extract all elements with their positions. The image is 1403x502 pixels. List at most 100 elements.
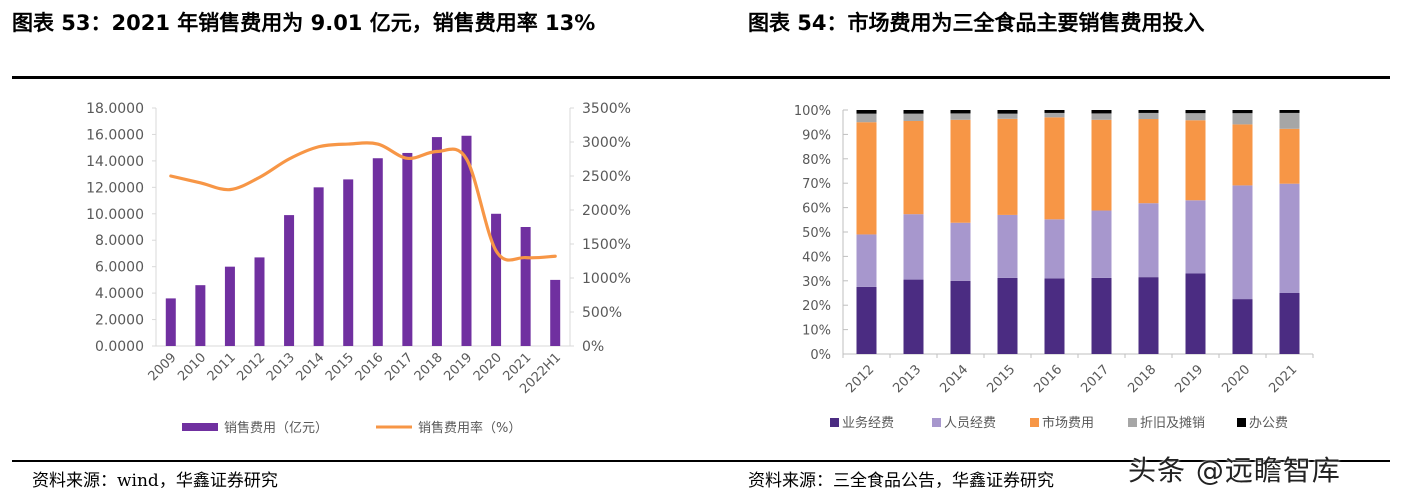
segment-2016-折旧及摊销 <box>1044 112 1065 118</box>
right-y-axis: 0% 500% 1000% 1500% 2000% 2500% 3000% 3500% <box>569 101 631 355</box>
left-axis-tick-label: 18.0000 <box>86 101 144 117</box>
source-note-left: 资料来源：wind，华鑫证券研究 <box>32 471 278 491</box>
figure-54-title: 图表 54：市场费用为三全食品主要销售费用投入 <box>748 11 1205 35</box>
x-tick-label: 2020 <box>471 350 505 384</box>
segment-2013-人员经费 <box>903 214 924 280</box>
segment-2012-人员经费 <box>856 234 877 287</box>
segment-2013-市场费用 <box>903 120 924 215</box>
x-tick-label: 2013 <box>264 350 298 384</box>
y-axis-tick-label: 40% <box>802 250 831 265</box>
y-axis-tick-label: 90% <box>802 128 831 143</box>
segment-2014-业务经费 <box>950 280 971 354</box>
legend-label-line: 销售费用率（%） <box>418 420 521 436</box>
left-axis-tick-label: 0.0000 <box>95 339 144 355</box>
segment-2012-办公费 <box>856 110 877 114</box>
bar-2018 <box>431 137 442 346</box>
legend-label: 办公费 <box>1249 416 1288 431</box>
x-tick-label: 2018 <box>1125 362 1159 396</box>
left-axis-tick-label: 4.0000 <box>95 286 144 302</box>
legend-swatch <box>932 418 941 427</box>
legend: 销售费用（亿元） 销售费用率（%） <box>182 420 521 436</box>
segment-2013-办公费 <box>903 110 924 114</box>
segment-2017-办公费 <box>1091 110 1112 114</box>
segment-2017-业务经费 <box>1091 277 1112 354</box>
x-tick-label: 2017 <box>382 350 416 384</box>
y-axis-tick-label: 30% <box>802 275 831 290</box>
right-axis-tick-label: 0% <box>582 339 604 355</box>
right-axis-tick-label: 3000% <box>582 135 631 151</box>
segment-2016-市场费用 <box>1044 117 1065 220</box>
left-axis-tick-label: 10.0000 <box>86 207 144 223</box>
legend-label: 业务经费 <box>842 415 894 431</box>
y-axis-tick-label: 20% <box>802 299 831 314</box>
right-axis-tick-label: 3500% <box>582 101 631 117</box>
segment-2018-业务经费 <box>1138 277 1159 354</box>
x-tick-label: 2012 <box>234 350 268 384</box>
left-axis-tick-label: 6.0000 <box>95 260 144 276</box>
legend-label: 折旧及摊销 <box>1140 416 1205 431</box>
right-axis-tick-label: 1000% <box>582 271 631 287</box>
right-axis-tick-label: 2500% <box>582 169 631 185</box>
bar-2022H1 <box>550 279 561 346</box>
x-tick-label: 2014 <box>293 350 327 384</box>
segment-2021-办公费 <box>1279 110 1300 113</box>
legend-swatch <box>1237 418 1246 427</box>
top-divider <box>12 76 1390 79</box>
segment-2019-人员经费 <box>1185 200 1206 274</box>
segment-2018-市场费用 <box>1138 119 1159 204</box>
y-axis-tick-label: 0% <box>810 348 831 363</box>
sales-expense-structure-chart: 0%10%20%30%40%50%60%70%80%90%100% 2012 20… <box>794 104 1314 431</box>
x-tick-label: 2013 <box>890 362 924 396</box>
legend-swatch-bar <box>182 423 218 431</box>
stacked-bar-series <box>856 110 1300 354</box>
segment-2017-折旧及摊销 <box>1091 113 1112 120</box>
segment-2015-人员经费 <box>997 214 1018 278</box>
legend-label: 市场费用 <box>1042 415 1094 431</box>
x-tick-label: 2019 <box>1172 362 1206 396</box>
x-tick-label: 2018 <box>412 350 446 384</box>
segment-2021-人员经费 <box>1279 183 1300 293</box>
left-axis-tick-label: 12.0000 <box>86 180 144 196</box>
bar-2016 <box>372 158 383 346</box>
segment-2016-人员经费 <box>1044 219 1065 279</box>
segment-2012-业务经费 <box>856 286 877 354</box>
segment-2021-业务经费 <box>1279 293 1300 354</box>
right-axis-tick-label: 500% <box>582 305 622 321</box>
expense-rate-line <box>169 141 557 262</box>
sales-expense-chart: 0.0000 2.0000 4.0000 6.0000 8.0000 10.0000 12.… <box>86 101 631 436</box>
segment-2017-人员经费 <box>1091 210 1112 278</box>
left-axis-tick-label: 8.0000 <box>95 233 144 249</box>
bar-2017 <box>402 152 413 346</box>
segment-2014-折旧及摊销 <box>950 113 971 120</box>
segment-2014-市场费用 <box>950 119 971 223</box>
segment-2019-折旧及摊销 <box>1185 113 1206 121</box>
y-axis-tick-label: 50% <box>802 226 831 241</box>
segment-2019-办公费 <box>1185 110 1206 114</box>
x-tick-label: 2015 <box>323 350 357 384</box>
bar-2019 <box>461 135 472 346</box>
bar-2020 <box>491 213 502 346</box>
legend-swatch <box>830 418 839 427</box>
bottom-divider <box>12 460 1390 462</box>
segment-2015-业务经费 <box>997 277 1018 354</box>
segment-2020-市场费用 <box>1232 124 1253 186</box>
bar-2010 <box>195 285 206 346</box>
segment-2018-人员经费 <box>1138 203 1159 278</box>
segment-2014-人员经费 <box>950 222 971 281</box>
x-axis: 2009201020112012201320142015201620172018… <box>146 350 564 397</box>
x-axis: 2012 2013 2014 2015 2016 2017 2018 2019 2020 2021 <box>843 362 1300 396</box>
segment-2016-办公费 <box>1044 110 1065 113</box>
x-tick-label: 2019 <box>441 350 475 384</box>
legend-swatch <box>1030 418 1039 427</box>
legend-label: 人员经费 <box>944 416 996 431</box>
figure-53-title: 图表 53：2021 年销售费用为 9.01 亿元，销售费用率 13% <box>12 11 596 35</box>
right-axis-tick-label: 1500% <box>582 237 631 253</box>
segment-2018-折旧及摊销 <box>1138 112 1159 120</box>
segment-2016-业务经费 <box>1044 278 1065 354</box>
left-axis-tick-label: 14.0000 <box>86 154 144 170</box>
source-note-right: 资料来源：三全食品公告，华鑫证券研究 <box>748 471 1054 491</box>
segment-2019-市场费用 <box>1185 120 1206 201</box>
bar-series <box>165 135 561 346</box>
segment-2013-业务经费 <box>903 279 924 354</box>
legend: 业务经费 人员经费 市场费用 折旧及摊销 办公费 <box>830 415 1288 431</box>
